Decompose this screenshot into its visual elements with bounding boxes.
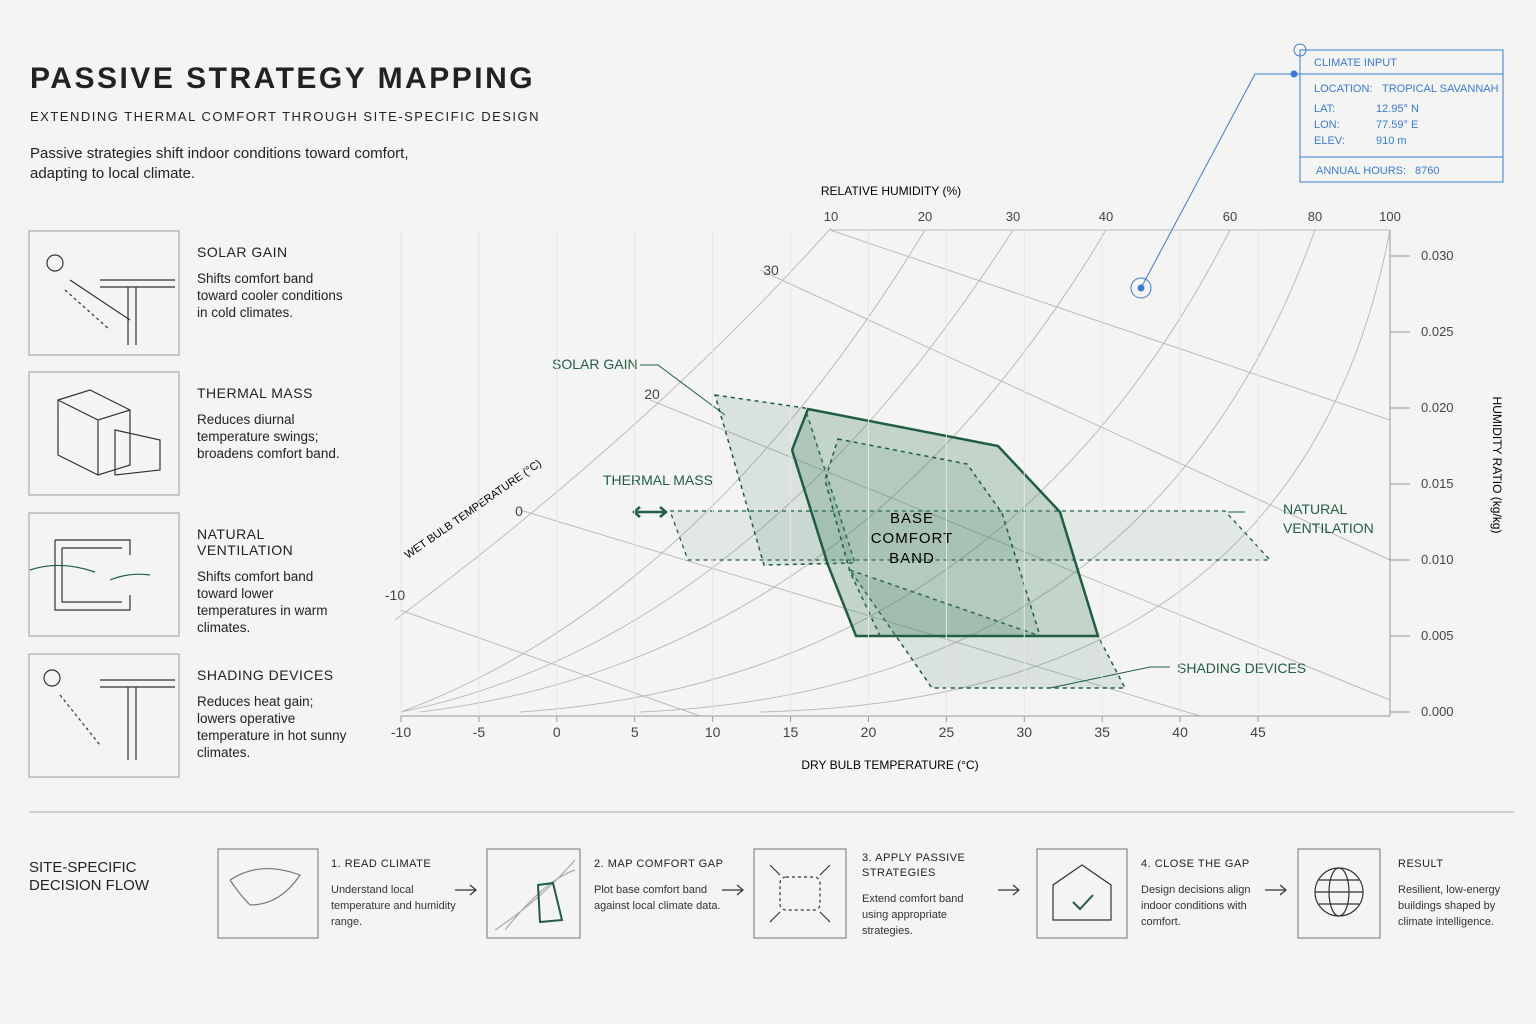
flow-step: 1. READ CLIMATE Understand local temperat… [331,857,461,930]
solar-gain-zone [713,394,857,566]
flow-step: 3. APPLY PASSIVE STRATEGIES Extend comfor… [862,851,992,939]
psychro-lines [394,227,1391,717]
y-tick-label: 0.030 [1421,248,1454,263]
flow-step: RESULT Resilient, low-energy buildings sh… [1398,857,1528,930]
wet-bulb-tick-label: 0 [515,503,523,519]
ci-value: 8760 [1415,165,1439,177]
rh-tick-label: 100 [1379,209,1401,224]
zone-label: COMFORT [871,530,954,547]
zones [632,364,1272,689]
ci-label: LOCATION: [1314,83,1372,95]
strategy-title: THERMAL MASS [197,385,313,401]
ci-value: 910 m [1376,135,1407,147]
step-title: 1. READ CLIMATE [331,858,432,870]
rh-tick-label: 80 [1308,209,1322,224]
ci-label: LON: [1314,119,1340,131]
zone-label: SHADING DEVICES [1177,660,1306,676]
x-tick-label: -10 [391,724,411,740]
strategy-text: Reduces heat gain; lowers operative temp… [197,694,347,760]
flow-title: SITE-SPECIFIC DECISION FLOW [29,859,150,894]
flow-step: 2. MAP COMFORT GAP Plot base comfort band… [594,857,724,914]
rh-label: RELATIVE HUMIDITY (%) [821,184,961,198]
y-tick-label: 0.010 [1421,552,1454,567]
zone-label: BASE [890,510,934,527]
strategy-text: Shifts comfort band toward cooler condit… [197,271,343,320]
shading-zone [848,568,1127,689]
y-tick-label: 0.000 [1421,704,1454,719]
ci-title: CLIMATE INPUT [1314,57,1397,69]
strategy-text: Reduces diurnal temperature swings; broa… [197,412,340,461]
rh-tick-label: 20 [918,209,932,224]
x-tick-label: -5 [473,724,486,740]
step-text: Design decisions align indoor conditions… [1141,884,1251,928]
ci-label: ANNUAL HOURS: [1316,165,1406,177]
x-tick-label: 15 [783,724,799,740]
strategy: THERMAL MASS Reduces diurnal temperature … [197,385,347,462]
wet-bulb-tick-label: 20 [644,386,660,402]
step-text: Resilient, low-energy buildings shaped b… [1398,884,1501,928]
y-tick-label: 0.005 [1421,628,1454,643]
strategy-title: SOLAR GAIN [197,244,288,260]
zone-label: SOLAR GAIN [552,356,638,372]
strategy-text: Shifts comfort band toward lower tempera… [197,569,328,635]
ci-label: ELEV: [1314,135,1345,147]
x-tick-label: 5 [631,724,639,740]
rh-tick-label: 60 [1223,209,1237,224]
x-tick-label: 10 [705,724,721,740]
title: PASSIVE STRATEGY MAPPING [30,62,536,95]
leader [1049,511,1245,689]
wet-bulb-tick-label: 30 [763,262,779,278]
step-title: 3. APPLY PASSIVE STRATEGIES [862,852,966,879]
climate-text: CLIMATE INPUT LOCATION: TROPICAL SAVANNA… [1314,57,1499,177]
y-tick-label: 0.020 [1421,400,1454,415]
x-tick-label: 45 [1250,724,1266,740]
leader [640,364,726,416]
wet-bulb-tick-label: -10 [385,587,405,603]
rh-tick-label: 40 [1099,209,1113,224]
x-tick-label: 35 [1094,724,1110,740]
intro: Passive strategies shift indoor conditio… [30,145,409,182]
x-tick-label: 30 [1016,724,1032,740]
climate-marker [1130,43,1504,299]
step-text: Understand local temperature and humidit… [331,884,456,928]
zone-label: THERMAL MASS [603,472,713,488]
ci-label: LAT: [1314,103,1335,115]
strategy: NATURAL VENTILATION Shifts comfort band t… [197,526,347,636]
strategy: SHADING DEVICES Reduces heat gain; lowers… [197,667,347,761]
strategy-title: NATURAL VENTILATION [197,526,294,558]
flow-step: 4. CLOSE THE GAP Design decisions align i… [1141,857,1271,930]
strategy: SOLAR GAIN Shifts comfort band toward coo… [197,244,347,321]
rh-tick-label: 10 [824,209,838,224]
ci-value: 12.95° N [1376,103,1419,115]
step-text: Plot base comfort band against local cli… [594,884,721,912]
step-title: 4. CLOSE THE GAP [1141,858,1250,870]
step-text: Extend comfort band using appropriate st… [862,893,964,937]
y-axis-label: HUMIDITY RATIO (kg/kg) [1490,397,1504,534]
x-tick-label: 40 [1172,724,1188,740]
zone-label: NATURAL [1283,501,1348,517]
shifted-zone [824,438,1042,637]
step-title: RESULT [1398,858,1444,870]
y-tick-label: 0.025 [1421,324,1454,339]
y-tick-label: 0.015 [1421,476,1454,491]
step-title: 2. MAP COMFORT GAP [594,858,724,870]
x-tick-label: 25 [939,724,955,740]
x-tick-label: 20 [861,724,877,740]
zone-label: BAND [889,550,935,567]
ventilation-zone [669,510,1272,561]
ci-value: 77.59° E [1376,119,1418,131]
ci-value: TROPICAL SAVANNAH [1382,83,1499,95]
arrow [632,506,668,518]
x-axis-label: DRY BULB TEMPERATURE (°C) [801,758,978,772]
rh-tick-label: 30 [1006,209,1020,224]
x-tick-label: 0 [553,724,561,740]
strategy-icons [28,230,1514,939]
zone-label: VENTILATION [1283,520,1374,536]
strategy-title: SHADING DEVICES [197,667,334,683]
subtitle: EXTENDING THERMAL COMFORT THROUGH SITE-S… [30,109,541,124]
